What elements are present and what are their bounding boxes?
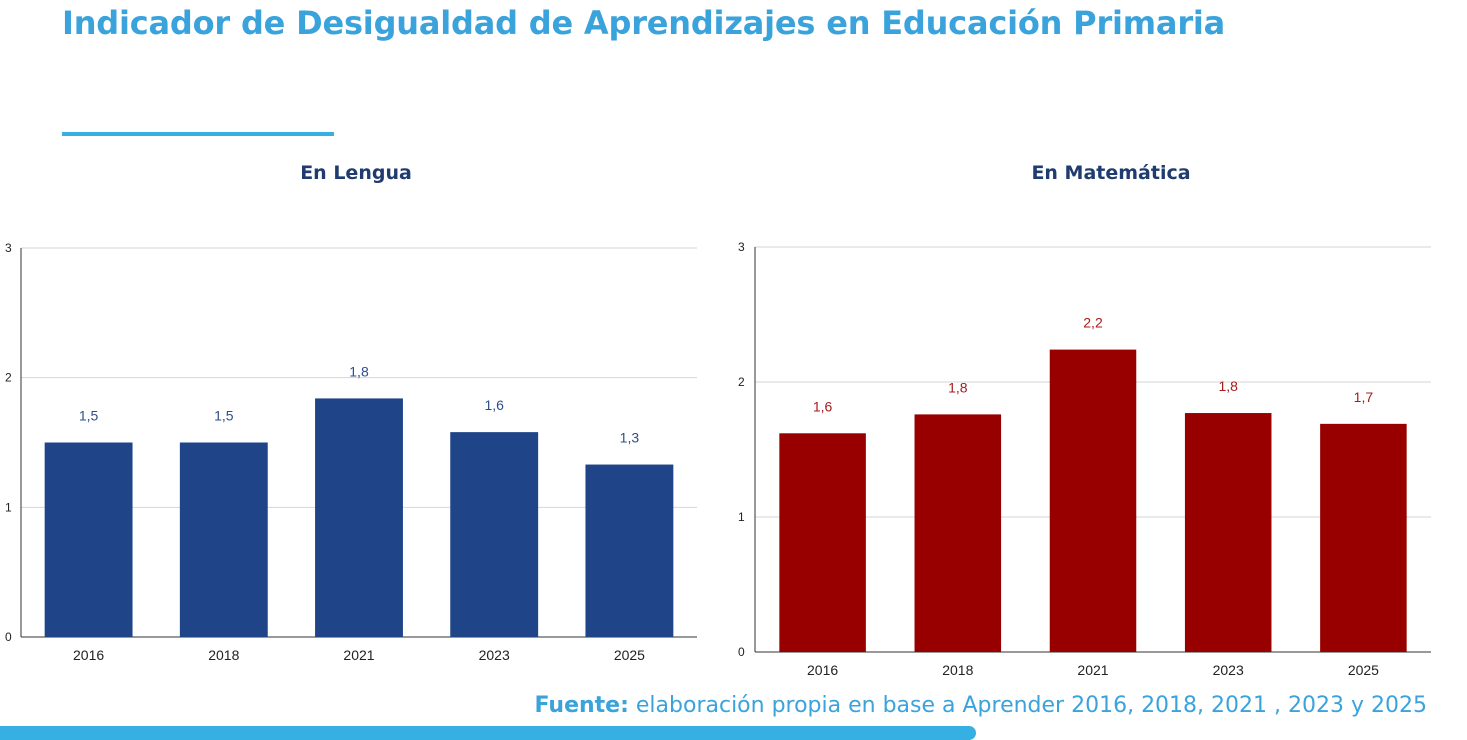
matematica-data-label: 1,6 (813, 398, 833, 414)
matematica-data-label: 1,8 (1218, 378, 1238, 394)
matematica-y-tick-label: 1 (738, 510, 745, 524)
matematica-x-tick-label: 2018 (942, 662, 973, 678)
matematica-data-label: 1,7 (1354, 389, 1374, 405)
matematica-x-tick-label: 2025 (1348, 662, 1379, 678)
source-label: Fuente: (534, 693, 629, 718)
chart-matematica: 0 1 2 3 1,6 2016 1,8 2018 2,2 2021 1,8 2023 1,7 2025 (738, 240, 1431, 678)
matematica-y-tick-label: 0 (738, 645, 745, 659)
matematica-bar (779, 433, 866, 652)
title-underline (62, 132, 334, 136)
lengua-data-label: 1,5 (79, 408, 99, 424)
matematica-y-tick-label: 3 (738, 240, 745, 254)
lengua-x-tick-label: 2018 (208, 647, 239, 663)
lengua-data-label: 1,3 (620, 430, 640, 446)
matematica-bar (1049, 349, 1137, 652)
matematica-bar (1184, 413, 1272, 652)
lengua-x-tick-label: 2023 (479, 647, 510, 663)
matematica-x-tick-label: 2016 (807, 662, 838, 678)
lengua-x-tick-label: 2016 (73, 647, 104, 663)
lengua-y-tick-label: 1 (5, 500, 12, 514)
lengua-data-label: 1,6 (484, 397, 504, 413)
lengua-data-label: 1,8 (349, 363, 369, 379)
footer-band (0, 726, 976, 740)
source-text: elaboración propia en base a Aprender 20… (635, 693, 1427, 718)
matematica-x-tick-label: 2023 (1213, 662, 1244, 678)
lengua-x-tick-label: 2025 (614, 647, 645, 663)
chart-title-matematica: En Matemática (1031, 162, 1191, 184)
lengua-bar (44, 442, 133, 637)
chart-title-lengua: En Lengua (300, 162, 412, 184)
matematica-y-tick-label: 2 (738, 375, 745, 389)
matematica-bar (914, 414, 1002, 652)
matematica-data-label: 1,8 (948, 379, 968, 395)
lengua-bar (179, 442, 268, 637)
page-title: Indicador de Desigualdad de Aprendizajes… (62, 4, 1226, 42)
source-note: Fuente: elaboración propia en base a Apr… (534, 693, 1427, 718)
lengua-bar (450, 432, 539, 637)
matematica-bar (1320, 423, 1407, 652)
lengua-y-tick-label: 3 (5, 241, 12, 255)
chart-lengua: 0 1 2 3 1,5 2016 1,5 2018 1,8 2021 1,6 2023 1,3 2025 (5, 241, 697, 663)
lengua-y-tick-label: 2 (5, 371, 12, 385)
matematica-x-tick-label: 2021 (1077, 662, 1108, 678)
lengua-bar (315, 398, 403, 637)
lengua-data-label: 1,5 (214, 408, 234, 424)
lengua-x-tick-label: 2021 (343, 647, 374, 663)
lengua-y-tick-label: 0 (5, 630, 12, 644)
lengua-bar (585, 464, 674, 637)
matematica-data-label: 2,2 (1083, 315, 1103, 331)
